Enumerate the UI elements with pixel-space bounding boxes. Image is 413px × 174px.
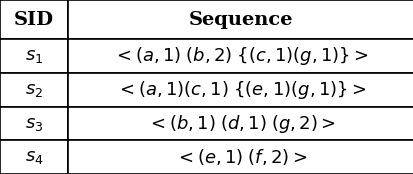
Bar bbox=[0, 0, 68, 39]
Bar bbox=[0, 140, 68, 174]
Text: $s_3$: $s_3$ bbox=[25, 114, 43, 133]
Text: Sequence: Sequence bbox=[188, 11, 293, 29]
Text: $<(a,1)\;(b,2)\;\{(c,1)(g,1)\}>$: $<(a,1)\;(b,2)\;\{(c,1)(g,1)\}>$ bbox=[113, 45, 368, 67]
Text: $<(b,1)\;(d,1)\;(g,2)>$: $<(b,1)\;(d,1)\;(g,2)>$ bbox=[146, 113, 335, 135]
Text: $<(a,1)(c,1)\;\{(e,1)(g,1)\}>$: $<(a,1)(c,1)\;\{(e,1)(g,1)\}>$ bbox=[116, 79, 366, 101]
Text: $s_4$: $s_4$ bbox=[25, 148, 43, 166]
Text: $s_2$: $s_2$ bbox=[25, 81, 43, 99]
Bar bbox=[68, 140, 413, 174]
Text: $<(e,1)\;(f,2)>$: $<(e,1)\;(f,2)>$ bbox=[175, 147, 306, 167]
Bar bbox=[0, 39, 68, 73]
Bar bbox=[68, 107, 413, 140]
Bar bbox=[68, 73, 413, 107]
Bar bbox=[68, 39, 413, 73]
Text: $s_1$: $s_1$ bbox=[25, 47, 43, 65]
Text: SID: SID bbox=[14, 11, 54, 29]
Bar bbox=[0, 73, 68, 107]
Bar bbox=[0, 107, 68, 140]
Bar bbox=[68, 0, 413, 39]
